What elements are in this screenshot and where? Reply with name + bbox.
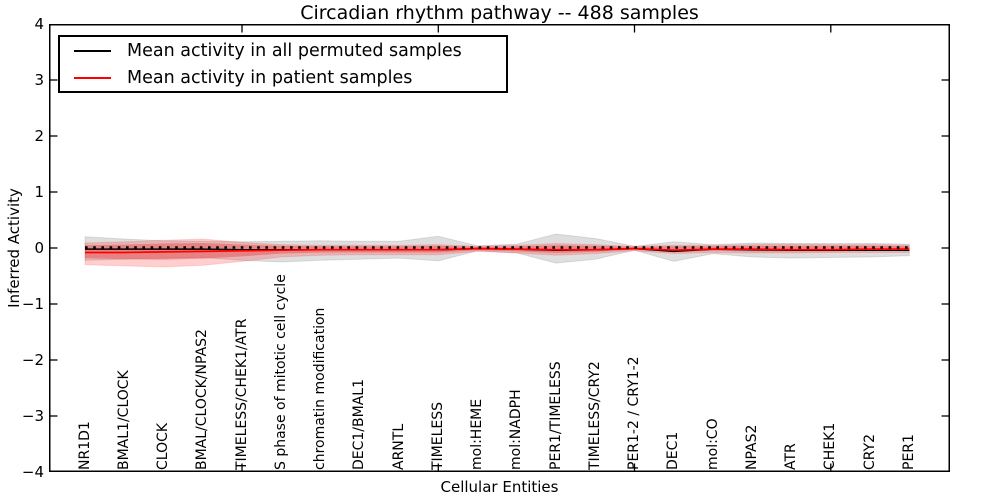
legend-item-label: Mean activity in all permuted samples bbox=[127, 40, 462, 61]
x-tick-label: mol:HEME bbox=[469, 398, 485, 470]
y-tick-label: −4 bbox=[21, 463, 44, 481]
legend-line-sample bbox=[74, 49, 111, 52]
x-tick-label: DEC1/BMAL1 bbox=[351, 379, 368, 470]
x-tick-label: S phase of mitotic cell cycle bbox=[272, 274, 289, 470]
x-tick-label: CLOCK bbox=[155, 422, 171, 470]
y-tick-label: 2 bbox=[34, 127, 44, 145]
x-tick-label: BMAL1/CLOCK bbox=[115, 370, 132, 470]
y-tick-label: −1 bbox=[21, 295, 44, 313]
legend: Mean activity in all permuted samples Mea… bbox=[58, 35, 508, 93]
x-tick-label: TIMELESS/CHEK1/ATR bbox=[233, 318, 250, 470]
chart-title: Circadian rhythm pathway -- 488 samples bbox=[300, 2, 699, 24]
y-tick-label: −3 bbox=[21, 407, 44, 425]
x-tick-label: TIMELESS bbox=[429, 401, 446, 470]
x-tick-label: PER1 bbox=[900, 434, 917, 470]
x-tick-label: ATR bbox=[783, 443, 799, 470]
plot-area bbox=[49, 24, 950, 472]
x-tick-label: mol:CO bbox=[704, 418, 721, 470]
x-tick-label: mol:NADPH bbox=[508, 389, 525, 470]
x-tick-label: PER1/TIMELESS bbox=[547, 361, 564, 470]
x-tick-label: CRY2 bbox=[861, 433, 878, 470]
legend-line-sample bbox=[74, 76, 111, 79]
x-tick-label: NR1D1 bbox=[76, 421, 93, 470]
patient-mean-line bbox=[85, 247, 910, 254]
x-tick-label: ARNTL bbox=[390, 423, 407, 470]
legend-item-label: Mean activity in patient samples bbox=[127, 67, 413, 88]
patient-samples-range-band bbox=[84, 238, 910, 268]
axes-frame bbox=[49, 24, 950, 472]
legend-item: Mean activity in patient samples bbox=[60, 64, 506, 91]
y-tick-label: 4 bbox=[34, 15, 44, 33]
y-tick-label: 0 bbox=[34, 239, 44, 257]
legend-item: Mean activity in all permuted samples bbox=[60, 37, 506, 64]
x-tick-label: DEC1 bbox=[665, 431, 682, 470]
y-tick-label: 1 bbox=[34, 183, 44, 201]
x-tick-label: chromatin modification bbox=[312, 307, 328, 470]
x-tick-label: NPAS2 bbox=[743, 424, 760, 470]
x-tick-label: TIMELESS/CRY2 bbox=[586, 361, 603, 470]
x-tick-label: CHEK1 bbox=[822, 422, 839, 470]
x-axis-label: Cellular Entities bbox=[440, 478, 559, 496]
y-tick-label: −2 bbox=[21, 351, 44, 369]
x-tick-label: PER1-2 / CRY1-2 bbox=[626, 356, 642, 470]
x-tick-label: BMAL/CLOCK/NPAS2 bbox=[194, 329, 211, 470]
y-tick-label: 3 bbox=[34, 71, 44, 89]
